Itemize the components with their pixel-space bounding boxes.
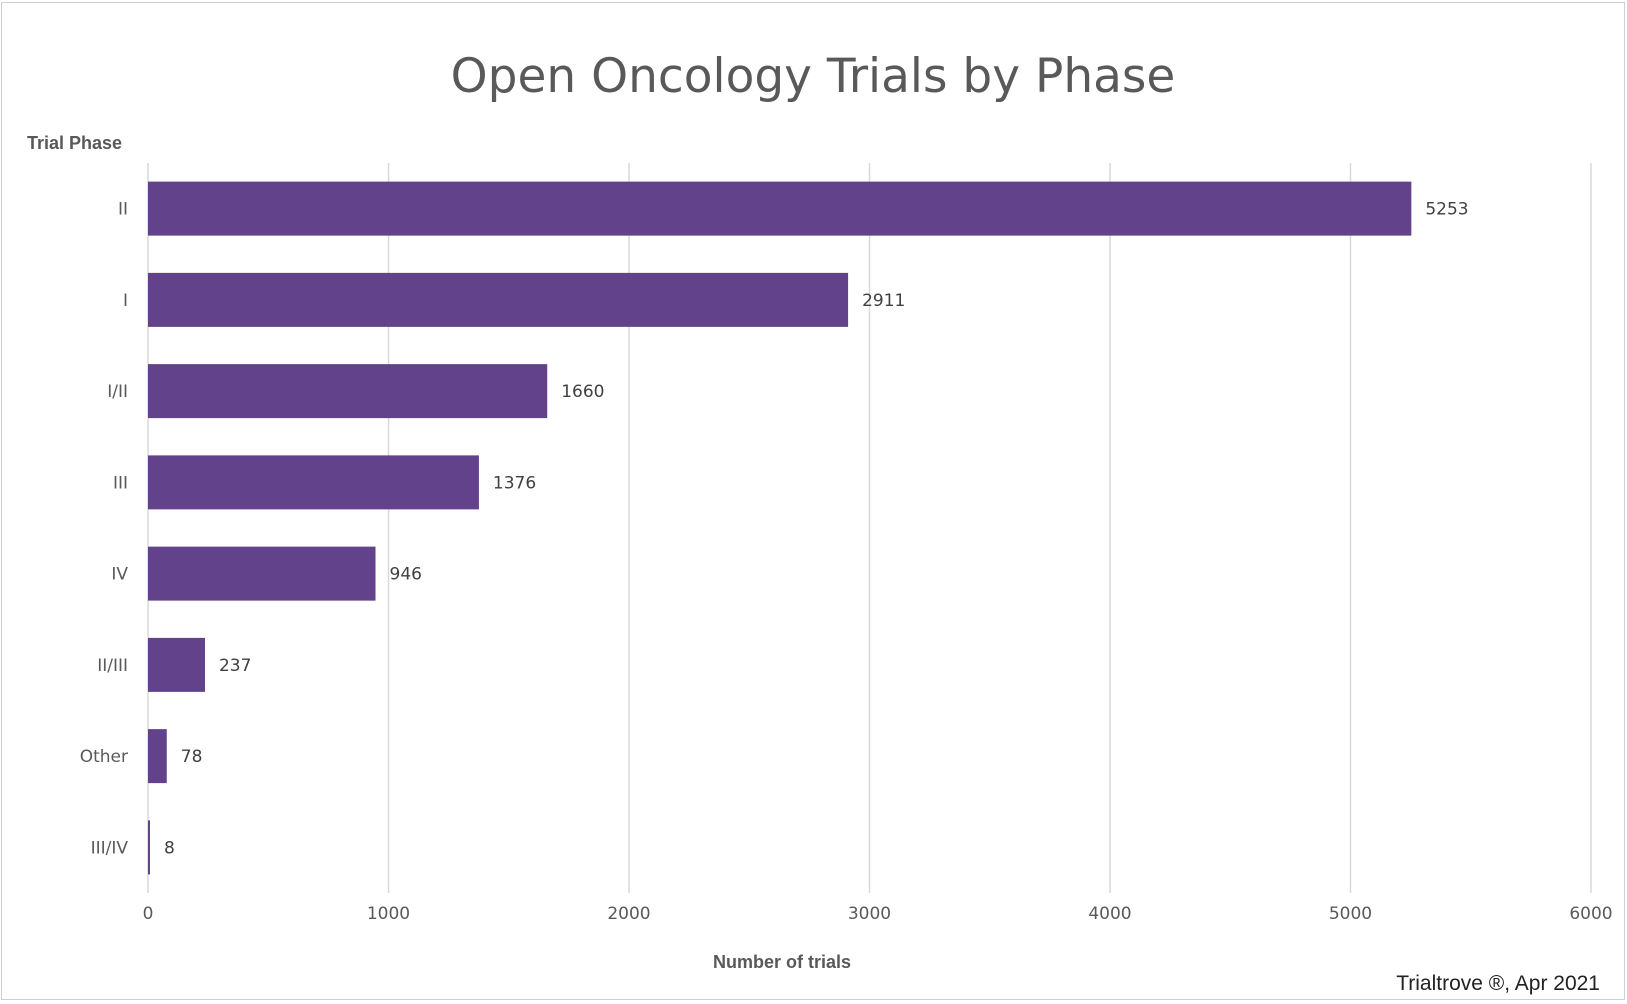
bar-5: [148, 546, 376, 601]
data-label: 237: [219, 656, 251, 676]
bar-4: [148, 455, 479, 510]
data-label: 2911: [862, 291, 905, 311]
x-axis-title: Number of trials: [712, 952, 852, 972]
bar-1: [148, 181, 1412, 236]
x-tick-label: 6000: [1569, 904, 1612, 924]
data-label: 78: [181, 747, 203, 767]
category-label: III/IV: [91, 838, 129, 858]
category-label: I: [123, 291, 128, 311]
data-label: 946: [390, 565, 422, 585]
bar-6: [148, 637, 205, 692]
data-label: 1660: [561, 382, 604, 402]
x-tick-label: 0: [143, 904, 154, 924]
bar-7: [148, 729, 167, 784]
category-label: Other: [80, 747, 128, 767]
category-label: IV: [111, 565, 128, 585]
x-tick-label: 2000: [607, 904, 650, 924]
category-label: III: [113, 473, 128, 493]
x-tick-label: 4000: [1088, 904, 1131, 924]
category-label: II/III: [97, 656, 128, 676]
bar-8: [148, 820, 150, 875]
source-note: Trialtrove ®, Apr 2021: [1396, 972, 1600, 995]
data-label: 5253: [1425, 200, 1468, 220]
bar-2: [148, 272, 849, 327]
y-axis-title: Trial Phase: [27, 133, 123, 153]
chart-title: Open Oncology Trials by Phase: [450, 49, 1176, 104]
category-label: II: [118, 200, 128, 220]
x-tick-label: 3000: [848, 904, 891, 924]
data-label: 8: [164, 838, 175, 858]
bar-3: [148, 364, 548, 419]
x-tick-label: 5000: [1329, 904, 1372, 924]
category-label: I/II: [107, 382, 128, 402]
x-tick-label: 1000: [367, 904, 410, 924]
data-label: 1376: [493, 473, 536, 493]
